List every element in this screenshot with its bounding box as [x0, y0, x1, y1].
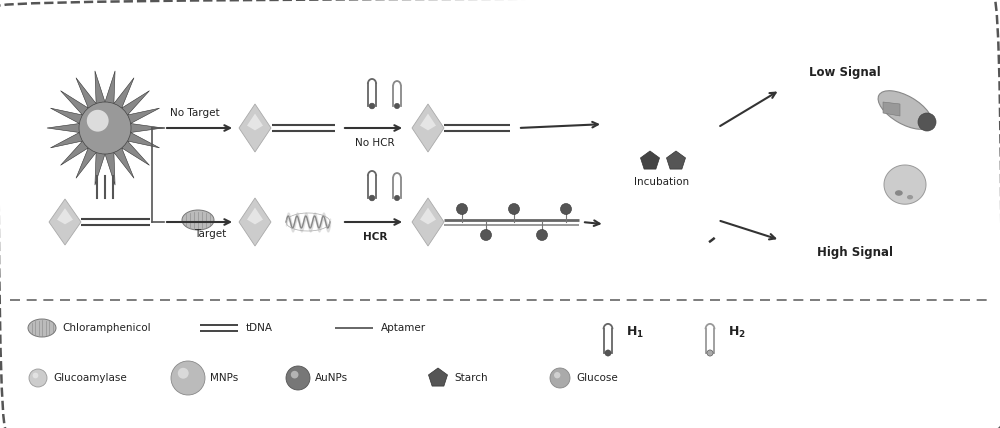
Text: MNPs: MNPs [210, 373, 238, 383]
Text: HCR: HCR [363, 232, 387, 242]
Polygon shape [247, 113, 263, 131]
Text: Glucoamylase: Glucoamylase [53, 373, 127, 383]
Polygon shape [666, 151, 686, 169]
Text: High Signal: High Signal [817, 246, 893, 259]
Circle shape [87, 110, 109, 132]
Text: Incubation: Incubation [634, 177, 690, 187]
Polygon shape [420, 113, 436, 131]
Circle shape [33, 373, 38, 378]
Polygon shape [49, 199, 81, 245]
Circle shape [394, 195, 400, 201]
Circle shape [707, 350, 713, 356]
Text: Target: Target [194, 229, 226, 239]
Circle shape [29, 369, 47, 387]
Text: No Target: No Target [170, 108, 220, 118]
Polygon shape [428, 368, 448, 386]
Polygon shape [57, 208, 73, 224]
Ellipse shape [907, 195, 913, 199]
Circle shape [291, 371, 298, 378]
Text: Low Signal: Low Signal [809, 66, 881, 79]
Ellipse shape [895, 190, 903, 196]
Polygon shape [420, 208, 436, 224]
Text: Aptamer: Aptamer [381, 323, 426, 333]
Circle shape [481, 229, 492, 241]
Circle shape [550, 368, 570, 388]
Circle shape [457, 203, 468, 214]
Polygon shape [412, 198, 444, 246]
Polygon shape [883, 102, 900, 116]
Polygon shape [640, 151, 660, 169]
Circle shape [79, 102, 131, 154]
Circle shape [369, 103, 375, 109]
Text: tDNA: tDNA [246, 323, 273, 333]
Text: $\mathbf{H_2}$: $\mathbf{H_2}$ [728, 324, 746, 339]
Circle shape [178, 368, 189, 379]
Ellipse shape [918, 113, 936, 131]
Ellipse shape [878, 91, 932, 129]
Polygon shape [884, 165, 926, 204]
Circle shape [369, 195, 375, 201]
Polygon shape [239, 104, 271, 152]
Circle shape [554, 372, 560, 378]
Text: AuNPs: AuNPs [315, 373, 348, 383]
Circle shape [536, 229, 548, 241]
Circle shape [605, 350, 611, 356]
Circle shape [560, 203, 572, 214]
Circle shape [509, 203, 520, 214]
Circle shape [171, 361, 205, 395]
Polygon shape [47, 71, 163, 185]
Text: Starch: Starch [454, 373, 488, 383]
Text: No HCR: No HCR [355, 138, 395, 148]
Ellipse shape [182, 210, 214, 230]
Polygon shape [239, 198, 271, 246]
Ellipse shape [28, 319, 56, 337]
Polygon shape [247, 208, 263, 224]
Text: Glucose: Glucose [576, 373, 618, 383]
Circle shape [286, 366, 310, 390]
Circle shape [394, 103, 400, 109]
Text: Chloramphenicol: Chloramphenicol [62, 323, 151, 333]
Polygon shape [412, 104, 444, 152]
Text: $\mathbf{H_1}$: $\mathbf{H_1}$ [626, 324, 644, 339]
